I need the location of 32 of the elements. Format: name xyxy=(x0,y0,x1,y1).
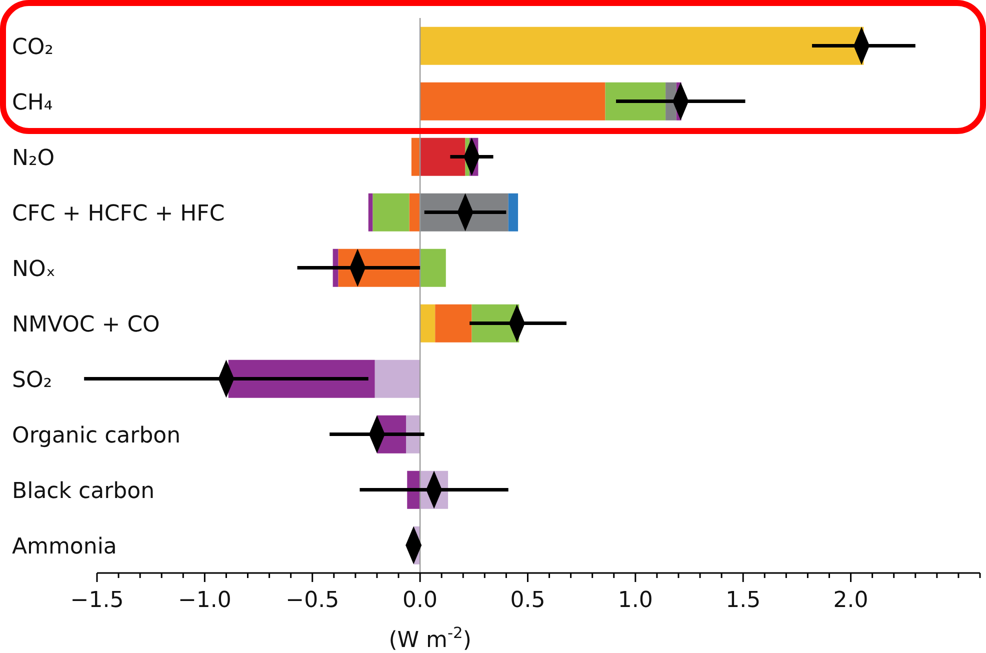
x-tick-label: 0.5 xyxy=(510,588,546,613)
y-tick-label: CH₄ xyxy=(12,90,53,116)
y-tick-label: NOₓ xyxy=(12,256,56,282)
bar xyxy=(605,82,666,120)
y-tick-label: Black carbon xyxy=(12,478,155,504)
bar xyxy=(409,193,420,232)
y-tick-label: CFC + HCFC + HFC xyxy=(12,201,225,226)
x-tick-label: −1.5 xyxy=(70,588,124,613)
x-tick-label: 0.0 xyxy=(402,588,438,613)
y-tick-label: N₂O xyxy=(12,146,55,171)
bar xyxy=(420,304,436,342)
y-tick-label: Ammonia xyxy=(12,534,117,560)
x-tick-label: −0.5 xyxy=(286,588,340,613)
x-tick-label: 1.0 xyxy=(618,588,653,613)
bar xyxy=(372,193,410,232)
x-tick-label: −1.0 xyxy=(178,588,232,613)
x-tick-label: 1.5 xyxy=(726,588,761,613)
x-axis-title: (W m$^{-2}$) xyxy=(388,624,472,653)
x-tick-label: 2.0 xyxy=(833,588,868,613)
y-tick-label: SO₂ xyxy=(12,368,52,393)
bar xyxy=(420,26,864,65)
bar xyxy=(420,248,446,287)
bar xyxy=(508,193,518,232)
y-tick-label: NMVOC + CO xyxy=(12,312,160,338)
bar xyxy=(420,138,466,176)
bar xyxy=(420,82,606,120)
bar xyxy=(411,138,420,176)
bar xyxy=(435,304,472,342)
bar xyxy=(368,193,373,232)
bar xyxy=(374,360,420,398)
y-tick-label: Organic carbon xyxy=(12,423,181,448)
y-tick-label: CO₂ xyxy=(12,34,54,60)
